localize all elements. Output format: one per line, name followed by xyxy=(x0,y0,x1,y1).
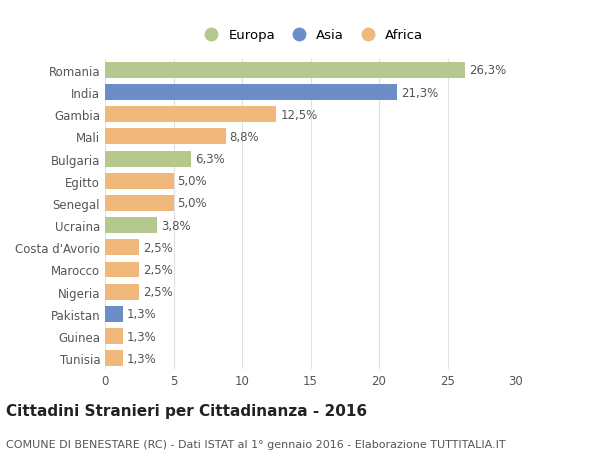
Text: 8,8%: 8,8% xyxy=(230,131,259,144)
Bar xyxy=(105,174,173,190)
Text: 6,3%: 6,3% xyxy=(196,153,225,166)
Text: 2,5%: 2,5% xyxy=(143,263,173,276)
Bar xyxy=(105,85,397,101)
Bar xyxy=(105,107,276,123)
Bar xyxy=(105,240,139,256)
Text: 21,3%: 21,3% xyxy=(401,86,438,99)
Bar xyxy=(105,284,139,300)
Bar xyxy=(105,63,466,78)
Text: 3,8%: 3,8% xyxy=(161,219,191,232)
Bar xyxy=(105,328,123,344)
Text: 1,3%: 1,3% xyxy=(127,352,157,365)
Bar xyxy=(105,262,139,278)
Bar xyxy=(105,196,173,212)
Legend: Europa, Asia, Africa: Europa, Asia, Africa xyxy=(198,29,423,42)
Text: COMUNE DI BENESTARE (RC) - Dati ISTAT al 1° gennaio 2016 - Elaborazione TUTTITAL: COMUNE DI BENESTARE (RC) - Dati ISTAT al… xyxy=(6,440,506,449)
Text: 12,5%: 12,5% xyxy=(280,108,317,122)
Text: 2,5%: 2,5% xyxy=(143,241,173,254)
Bar xyxy=(105,151,191,167)
Text: 1,3%: 1,3% xyxy=(127,308,157,321)
Bar xyxy=(105,129,226,145)
Text: 1,3%: 1,3% xyxy=(127,330,157,343)
Text: Cittadini Stranieri per Cittadinanza - 2016: Cittadini Stranieri per Cittadinanza - 2… xyxy=(6,403,367,419)
Text: 5,0%: 5,0% xyxy=(178,175,207,188)
Text: 26,3%: 26,3% xyxy=(469,64,506,77)
Bar xyxy=(105,351,123,366)
Text: 2,5%: 2,5% xyxy=(143,285,173,298)
Bar xyxy=(105,218,157,234)
Text: 5,0%: 5,0% xyxy=(178,197,207,210)
Bar xyxy=(105,306,123,322)
